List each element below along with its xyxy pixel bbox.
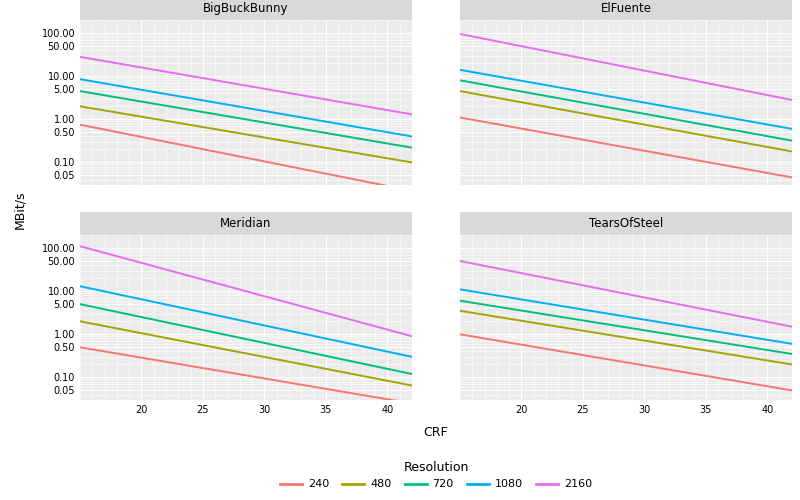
Legend: 240, 480, 720, 1080, 2160: 240, 480, 720, 1080, 2160 — [280, 461, 592, 490]
Text: MBit/s: MBit/s — [14, 190, 26, 229]
Text: Meridian: Meridian — [220, 217, 272, 230]
Text: BigBuckBunny: BigBuckBunny — [203, 2, 289, 16]
Text: ElFuente: ElFuente — [601, 2, 651, 16]
Text: CRF: CRF — [424, 426, 448, 439]
Text: TearsOfSteel: TearsOfSteel — [589, 217, 663, 230]
